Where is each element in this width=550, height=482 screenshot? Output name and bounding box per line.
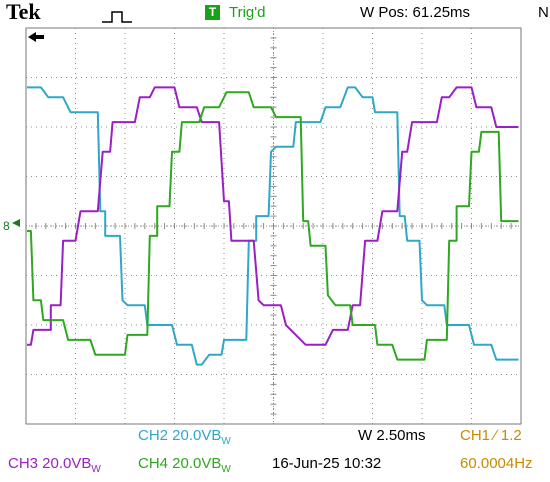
trace-ch3 <box>27 86 519 346</box>
ch2-scale-sub: W <box>221 436 231 447</box>
ch2-scale: CH2 20.0VBW <box>138 427 231 451</box>
ch1-trigger-level: CH1 ∕ 1.2 <box>460 427 522 444</box>
trigger-status: Trig'd <box>229 4 266 21</box>
ch4-scale: CH4 20.0VBW <box>138 455 231 479</box>
channel-ground-icon: 8 <box>3 219 20 233</box>
window-position: W Pos: 61.25ms <box>360 4 471 21</box>
trace-ch4 <box>27 91 519 361</box>
header-cut-text: N <box>538 4 549 21</box>
waveform-traces <box>27 86 519 366</box>
graticule <box>25 27 522 425</box>
trace-ch2 <box>27 86 519 366</box>
ch2-scale-label: CH2 20.0VB <box>138 427 222 444</box>
ch4-scale-sub: W <box>221 464 231 475</box>
ground-marker-label: 8 <box>3 219 10 233</box>
ch3-scale-label: CH3 20.0VB <box>8 455 92 472</box>
trigger-frequency: 60.0004Hz <box>460 455 533 472</box>
pulse-trigger-icon <box>102 11 132 23</box>
date-time: 16-Jun-25 10:32 <box>272 455 382 472</box>
brand-logo: Tek <box>6 0 41 24</box>
ch4-scale-label: CH4 20.0VB <box>138 455 222 472</box>
ch3-scale: CH3 20.0VBW <box>8 455 101 479</box>
timebase: W 2.50ms <box>358 427 426 444</box>
ch3-scale-sub: W <box>91 464 101 475</box>
left-arrow-icon <box>28 32 44 42</box>
trigger-status-icon: T <box>205 5 220 20</box>
